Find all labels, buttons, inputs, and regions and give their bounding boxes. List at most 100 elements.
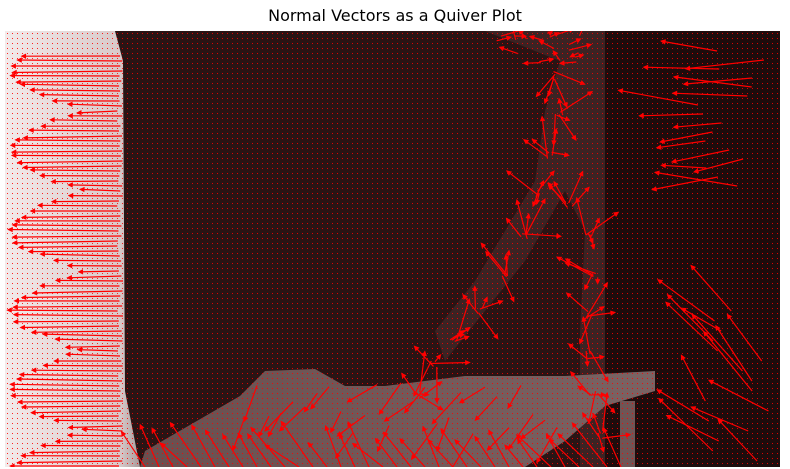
normal-arrow xyxy=(377,425,390,452)
normal-arrow-head xyxy=(504,444,510,451)
normal-arrow xyxy=(23,135,123,139)
normal-arrow-head xyxy=(463,335,470,341)
normal-arrow-head xyxy=(246,433,253,440)
normal-arrow-head xyxy=(680,354,686,361)
normal-arrow-head xyxy=(51,98,58,104)
normal-arrow xyxy=(347,421,370,467)
normal-arrow-head xyxy=(139,423,145,430)
normal-arrow-head xyxy=(598,306,605,312)
normal-arrow xyxy=(18,400,123,403)
normal-arrow xyxy=(265,444,300,467)
normal-arrow-head xyxy=(520,433,527,440)
normal-arrow-head xyxy=(562,101,568,108)
normal-arrow-head xyxy=(539,115,546,122)
normal-arrow xyxy=(553,113,556,145)
normal-arrow xyxy=(52,200,119,203)
normal-arrow-head xyxy=(536,457,542,464)
normal-arrow xyxy=(680,355,706,402)
normal-arrow-head xyxy=(692,168,700,174)
normal-arrow-head xyxy=(346,397,353,403)
normal-arrow-head xyxy=(78,186,85,193)
normal-arrow xyxy=(22,295,121,299)
normal-arrow xyxy=(32,369,122,372)
normal-arrow xyxy=(16,80,122,83)
normal-arrow-head xyxy=(571,421,578,429)
normal-arrow-head xyxy=(522,138,530,145)
normal-arrow xyxy=(556,256,594,278)
normal-arrow-head xyxy=(413,345,420,352)
normal-arrow-head xyxy=(330,427,336,434)
normal-arrow xyxy=(419,351,426,393)
normal-arrow xyxy=(307,442,328,467)
normal-arrow-head xyxy=(120,430,127,437)
normal-arrow-head xyxy=(703,330,709,337)
normal-arrow xyxy=(399,438,426,467)
normal-arrow xyxy=(661,40,718,52)
normal-arrow xyxy=(30,450,120,454)
normal-arrow-head xyxy=(29,87,35,93)
normal-arrow xyxy=(715,325,753,382)
normal-arrow-head xyxy=(11,240,18,246)
normal-arrow xyxy=(672,92,748,97)
normal-arrow xyxy=(68,103,122,107)
normal-arrow-head xyxy=(543,98,549,105)
normal-arrow xyxy=(717,419,758,462)
normal-arrow xyxy=(68,434,122,437)
normal-arrow-head xyxy=(464,326,471,333)
normal-arrow xyxy=(657,279,715,322)
normal-arrow-head xyxy=(351,442,358,449)
normal-arrow-head xyxy=(29,167,35,173)
normal-arrow xyxy=(708,379,769,412)
normal-arrow xyxy=(280,421,314,467)
normal-arrow xyxy=(40,253,120,257)
normal-arrow-head xyxy=(578,170,584,177)
normal-arrow-head xyxy=(12,319,19,325)
normal-arrow-head xyxy=(503,253,509,260)
normal-arrow-head xyxy=(13,298,19,304)
normal-arrow-head xyxy=(20,53,27,59)
normal-arrow-head xyxy=(540,197,546,205)
normal-arrow-head xyxy=(485,250,491,257)
normal-arrow xyxy=(54,259,122,262)
normal-arrow xyxy=(523,139,547,157)
normal-arrow-head xyxy=(410,454,417,461)
normal-arrow-head xyxy=(403,407,410,414)
normal-arrow-head xyxy=(594,279,601,285)
normal-arrow xyxy=(474,396,498,421)
normal-arrow-head xyxy=(665,415,672,420)
normal-arrow-head xyxy=(67,192,74,199)
normal-arrow xyxy=(582,412,600,438)
normal-arrow-head xyxy=(610,310,617,316)
normal-arrow xyxy=(525,198,546,235)
normal-arrow-head xyxy=(670,158,677,164)
normal-arrow-head xyxy=(54,336,61,342)
normal-arrow xyxy=(427,439,454,467)
normal-arrow xyxy=(17,460,123,464)
normal-arrow-head xyxy=(38,413,45,420)
normal-arrow xyxy=(17,59,123,62)
normal-arrow xyxy=(77,110,118,114)
normal-arrow-head xyxy=(324,424,330,432)
normal-arrow-head xyxy=(27,248,34,255)
normal-arrow xyxy=(454,439,482,467)
normal-arrow xyxy=(512,31,517,40)
normal-arrow-head xyxy=(707,379,715,385)
normal-arrow-head xyxy=(726,313,733,320)
normal-arrow-head xyxy=(237,432,243,439)
normal-arrow-head xyxy=(682,81,689,87)
normal-arrow-head xyxy=(553,32,560,38)
normal-arrow-head xyxy=(12,304,18,310)
normal-arrow-head xyxy=(590,243,596,250)
normal-arrow-head xyxy=(222,433,228,440)
normal-arrow xyxy=(14,320,119,323)
normal-arrow-head xyxy=(18,371,25,378)
normal-arrow-head xyxy=(11,234,17,240)
normal-arrow-head xyxy=(28,449,35,456)
normal-arrow-head xyxy=(613,211,620,218)
normal-arrow-head xyxy=(474,415,481,422)
normal-arrow-head xyxy=(307,441,314,448)
normal-arrow xyxy=(582,317,591,355)
normal-arrow-head xyxy=(454,439,461,445)
normal-arrow xyxy=(557,433,594,467)
normal-arrow-head xyxy=(280,420,286,427)
